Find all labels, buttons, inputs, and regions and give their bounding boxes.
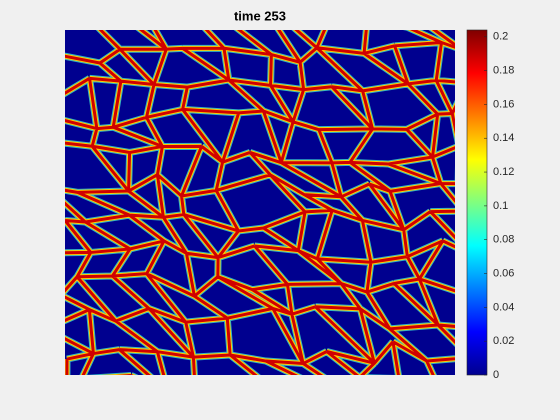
colorbar-tick-label: 0.12 — [493, 166, 514, 178]
cell-wall — [65, 30, 455, 375]
colorbar-tick-label: 0.2 — [493, 31, 508, 43]
image-pattern — [65, 30, 455, 375]
colorbar-tick-label: 0.18 — [493, 64, 514, 76]
colorbar-tick-label: 0.04 — [493, 301, 514, 313]
colorbar-tick-label: 0 — [493, 369, 499, 381]
colorbar-tick-label: 0.1 — [493, 200, 508, 212]
colorbar-tick-label: 0.06 — [493, 267, 514, 279]
colorbar-tick-label: 0.08 — [493, 234, 514, 246]
colorbar — [466, 29, 488, 376]
colorbar-tick-label: 0.14 — [493, 132, 514, 144]
chart-title: time 253 — [234, 8, 286, 23]
colorbar-tick-label: 0.16 — [493, 98, 514, 110]
colorbar-tick-label: 0.02 — [493, 335, 514, 347]
